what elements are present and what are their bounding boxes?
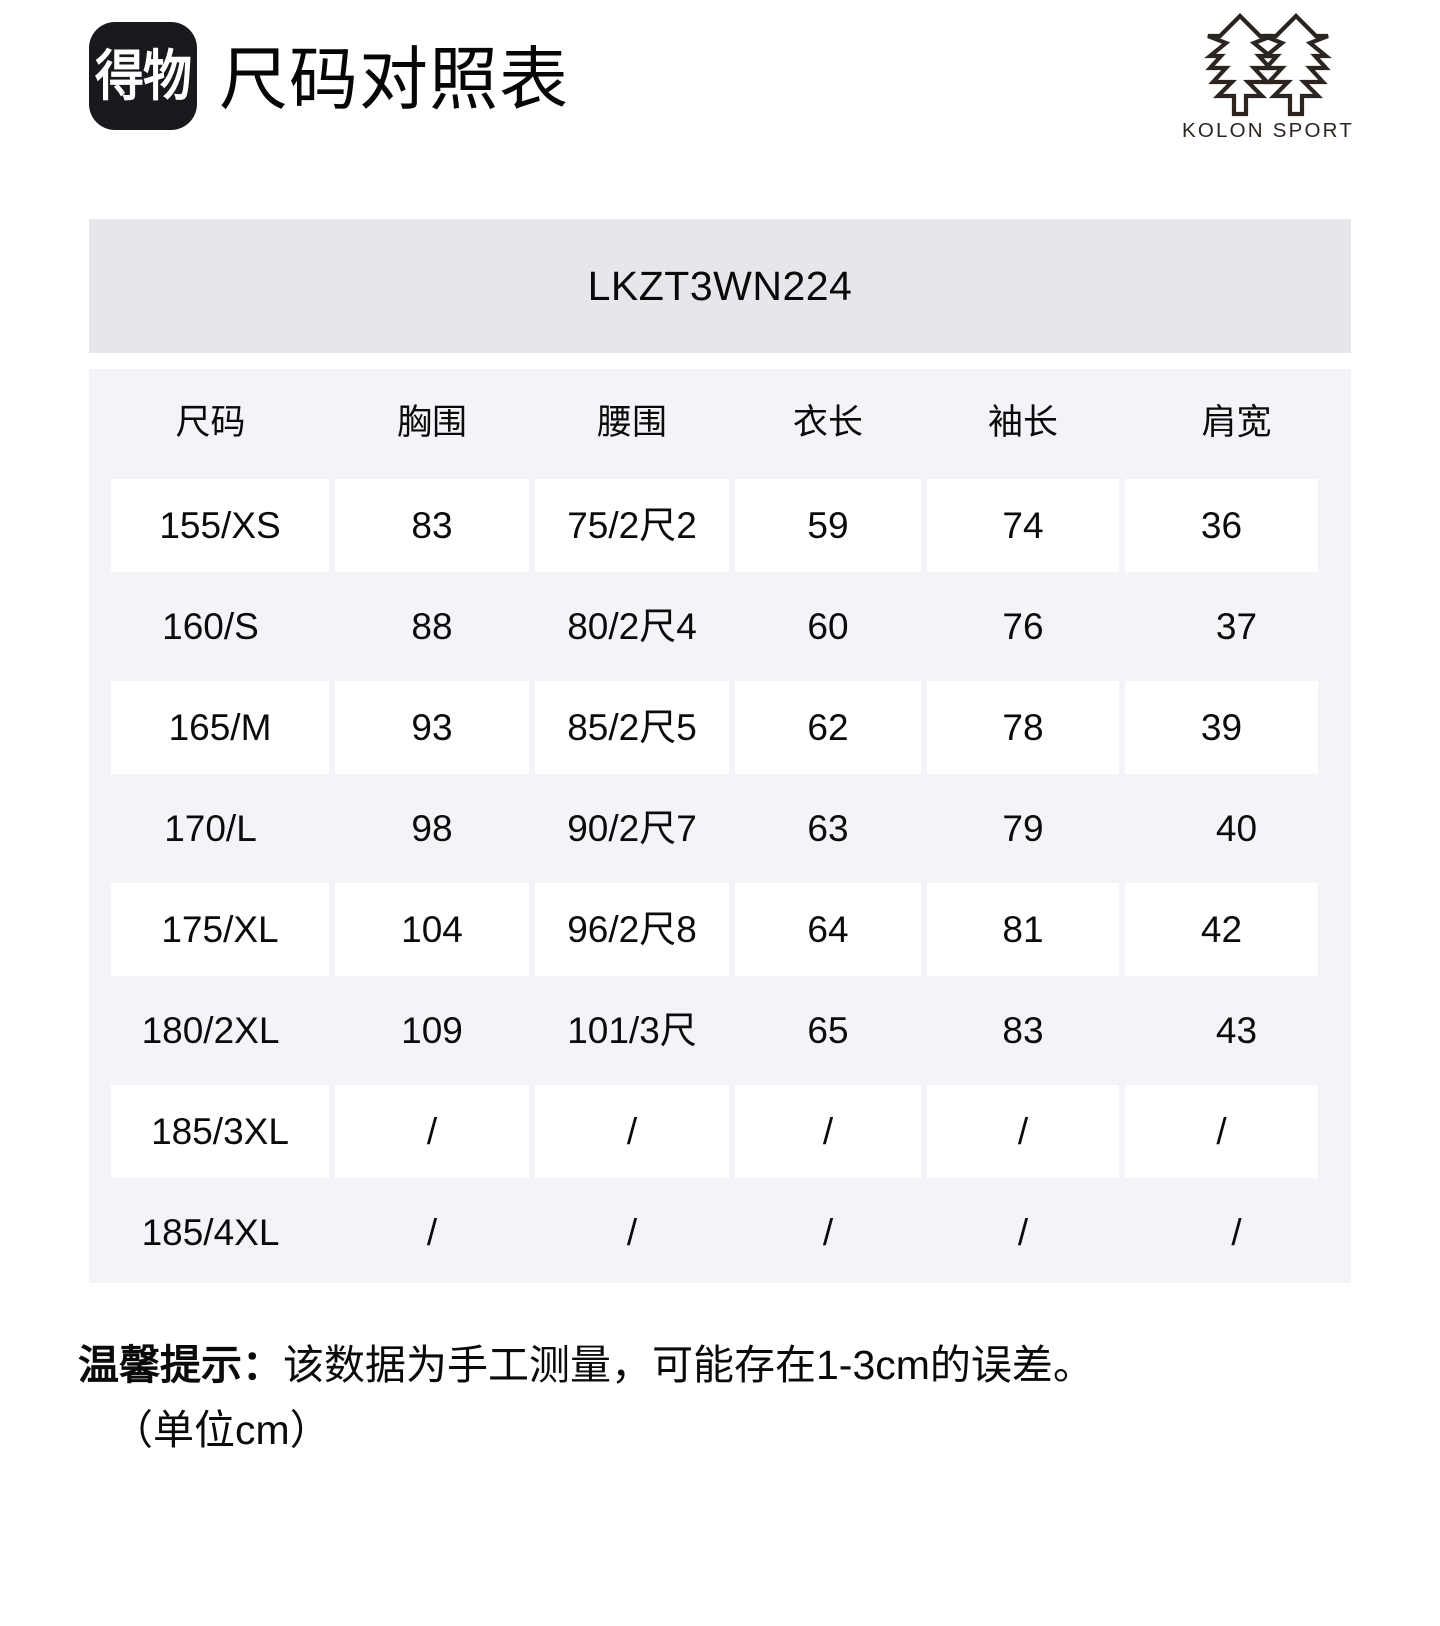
cell-bust: 93	[332, 681, 532, 774]
cell-length: 65	[807, 1010, 849, 1051]
cell-sleeve: 76	[1002, 606, 1044, 647]
note-primary-line: 温馨提示：该数据为手工测量，可能存在1-3cm的误差。	[78, 1338, 1368, 1393]
cell-waist: /	[626, 1212, 638, 1253]
cell-bust: /	[332, 1085, 532, 1178]
cell-length: /	[822, 1212, 834, 1253]
table-header-row: 尺码 胸围 腰围 衣长 袖长 肩宽	[89, 369, 1351, 475]
cell-length: 63	[807, 808, 849, 849]
cell-bust: 83	[332, 479, 532, 572]
kolon-pine-tree-icon	[1204, 13, 1332, 117]
column-header-shoulder: 肩宽	[1201, 402, 1272, 442]
table-row: 160/S 88 80/2尺4 60 76 37	[89, 576, 1351, 677]
cell-size: 155/XS	[89, 479, 332, 572]
cell-shoulder: /	[1122, 1085, 1351, 1178]
table-row: 170/L 98 90/2尺7 63 79 40	[89, 778, 1351, 879]
cell-sleeve: /	[1017, 1212, 1029, 1253]
cell-waist: 96/2尺8	[532, 883, 732, 976]
cell-waist: 85/2尺5	[532, 681, 732, 774]
cell-waist: /	[532, 1085, 732, 1178]
cell-shoulder: /	[1231, 1212, 1242, 1253]
cell-sleeve: /	[924, 1085, 1122, 1178]
band-divider	[89, 353, 1351, 369]
cell-sleeve: 78	[924, 681, 1122, 774]
cell-waist: 90/2尺7	[567, 808, 697, 849]
cell-size: 185/4XL	[141, 1212, 280, 1253]
size-chart-table: LKZT3WN224 尺码 胸围 腰围 衣长 袖长 肩宽 155/XS 83 7…	[89, 219, 1351, 1283]
table-body: 尺码 胸围 腰围 衣长 袖长 肩宽 155/XS 83 75/2尺2 59 74…	[89, 369, 1351, 1283]
cell-bust: 88	[411, 606, 453, 647]
cell-size: 180/2XL	[141, 1010, 280, 1051]
column-header-waist: 腰围	[596, 402, 667, 442]
table-row: 165/M 93 85/2尺5 62 78 39	[89, 677, 1351, 778]
cell-shoulder: 42	[1122, 883, 1351, 976]
cell-size: 185/3XL	[89, 1085, 332, 1178]
kolon-brand-logo: KOLON SPORT	[1180, 12, 1356, 142]
column-header-sleeve: 袖长	[987, 402, 1058, 442]
cell-length: 60	[807, 606, 849, 647]
table-row: 180/2XL 109 101/3尺 65 83 43	[89, 980, 1351, 1081]
column-header-size: 尺码	[175, 402, 246, 442]
page-header: 得物 尺码对照表 KOLON SPORT	[0, 0, 1440, 190]
app-brand-block: 得物 尺码对照表	[89, 22, 569, 130]
kolon-brand-name: KOLON SPORT	[1182, 119, 1354, 142]
cell-size: 175/XL	[89, 883, 332, 976]
cell-sleeve: 79	[1002, 808, 1044, 849]
cell-waist: 75/2尺2	[532, 479, 732, 572]
cell-length: /	[732, 1085, 924, 1178]
cell-length: 62	[732, 681, 924, 774]
note-unit-line: （单位cm）	[112, 1407, 331, 1454]
table-row: 185/3XL / / / / /	[89, 1081, 1351, 1182]
cell-bust: 104	[332, 883, 532, 976]
note-label: 温馨提示：	[78, 1342, 283, 1388]
cell-bust: /	[426, 1212, 438, 1253]
cell-size: 170/L	[164, 808, 257, 849]
note-text: 该数据为手工测量，可能存在1-3cm的误差。	[283, 1342, 1094, 1388]
cell-shoulder: 36	[1122, 479, 1351, 572]
product-code-band: LKZT3WN224	[89, 219, 1351, 353]
cell-shoulder: 37	[1215, 606, 1258, 647]
cell-sleeve: 81	[924, 883, 1122, 976]
table-row: 155/XS 83 75/2尺2 59 74 36	[89, 475, 1351, 576]
measurement-note: 温馨提示：该数据为手工测量，可能存在1-3cm的误差。 （单位cm）	[78, 1338, 1368, 1459]
cell-shoulder: 40	[1215, 808, 1258, 849]
cell-shoulder: 43	[1215, 1010, 1258, 1051]
cell-bust: 98	[411, 808, 453, 849]
table-row: 175/XL 104 96/2尺8 64 81 42	[89, 879, 1351, 980]
dewu-app-logo-icon: 得物	[89, 22, 197, 130]
product-code: LKZT3WN224	[587, 262, 853, 309]
cell-sleeve: 74	[924, 479, 1122, 572]
column-header-bust: 胸围	[396, 402, 467, 442]
cell-length: 64	[732, 883, 924, 976]
cell-sleeve: 83	[1002, 1010, 1044, 1051]
cell-waist: 101/3尺	[567, 1010, 697, 1051]
dewu-logo-label: 得物	[94, 44, 192, 108]
page-title: 尺码对照表	[219, 40, 569, 118]
cell-shoulder: 39	[1122, 681, 1351, 774]
table-row: 185/4XL / / / / /	[89, 1182, 1351, 1283]
column-header-length: 衣长	[792, 402, 863, 442]
cell-size: 160/S	[162, 606, 259, 647]
cell-length: 59	[732, 479, 924, 572]
cell-bust: 109	[401, 1010, 463, 1051]
cell-size: 165/M	[89, 681, 332, 774]
cell-waist: 80/2尺4	[567, 606, 697, 647]
